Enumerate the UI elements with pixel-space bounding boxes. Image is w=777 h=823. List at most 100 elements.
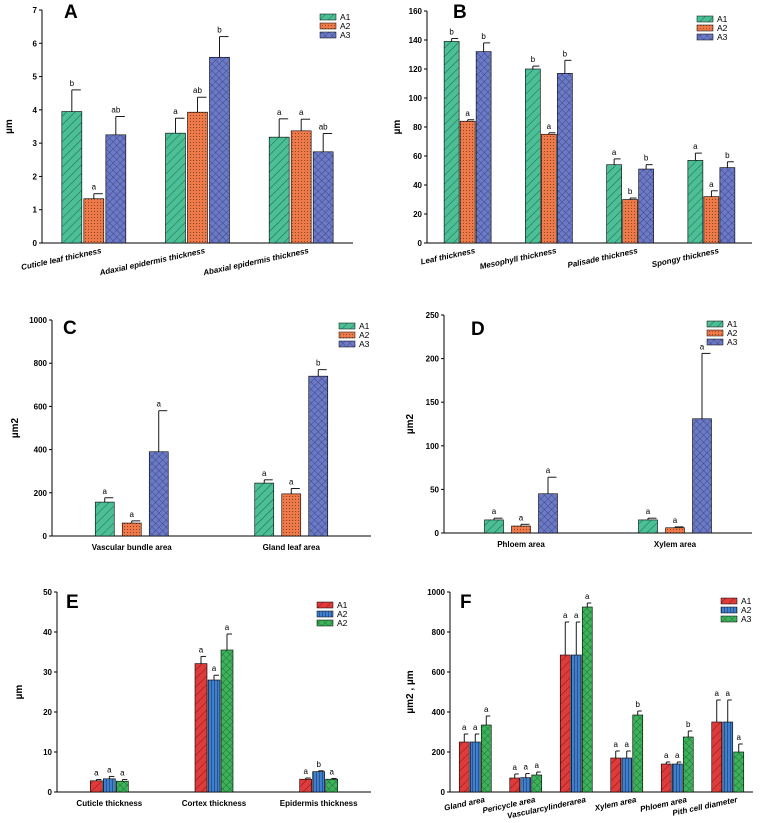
- y-tick-label: 60: [413, 152, 422, 161]
- legend-swatch-pattern: [697, 25, 713, 31]
- significance-label: a: [262, 469, 267, 478]
- y-tick-label: 6: [33, 39, 38, 48]
- y-tick-label: 600: [432, 668, 446, 677]
- legend-label: A3: [717, 32, 728, 42]
- significance-label: a: [465, 109, 470, 118]
- legend-swatch-pattern: [320, 23, 336, 29]
- significance-label: a: [473, 723, 478, 732]
- y-tick-label: 50: [43, 588, 52, 597]
- significance-label: a: [693, 142, 698, 151]
- panel-label: E: [66, 592, 79, 613]
- bar-pattern: [208, 680, 220, 792]
- legend-label: A1: [359, 321, 370, 331]
- significance-label: a: [726, 689, 731, 698]
- legend-label: A1: [741, 596, 752, 606]
- significance-label: a: [289, 477, 294, 486]
- legend-label: A2: [337, 609, 348, 619]
- significance-label: b: [563, 49, 568, 58]
- x-category-label: Cuticle leaf thickness: [20, 246, 102, 272]
- bar-pattern: [221, 650, 233, 792]
- significance-label: a: [92, 183, 97, 192]
- y-tick-label: 20: [413, 210, 422, 219]
- x-category-label: Palisade thickness: [567, 246, 639, 270]
- bar-pattern: [582, 607, 593, 792]
- y-tick-label: 200: [34, 489, 48, 498]
- y-tick-label: 200: [426, 355, 440, 364]
- y-tick-label: 250: [426, 311, 440, 320]
- y-tick-label: 140: [409, 36, 423, 45]
- significance-label: a: [173, 107, 178, 116]
- y-tick-label: 200: [432, 748, 446, 757]
- bar-pattern: [476, 51, 492, 243]
- y-tick-label: 0: [435, 529, 440, 538]
- legend-label: A2: [741, 605, 752, 615]
- bar-pattern: [312, 771, 325, 792]
- x-category-label: Gland area: [443, 795, 486, 813]
- legend-swatch-pattern: [339, 341, 355, 347]
- bar-pattern: [299, 779, 312, 792]
- legend-label: A3: [359, 339, 370, 349]
- y-tick-label: 150: [426, 398, 440, 407]
- panel-d: 0 50 100 150 200 250 µm2 Da a a Phloem area a a a Xyle…: [405, 311, 752, 549]
- bar-pattern: [571, 655, 582, 792]
- x-category-label: Xylem area: [593, 795, 638, 813]
- legend-swatch-pattern: [721, 616, 737, 622]
- y-tick-label: 0: [418, 239, 423, 248]
- x-category-label: Mesophyll thickness: [479, 246, 558, 271]
- bar-pattern: [703, 196, 719, 243]
- bar-pattern: [665, 527, 685, 533]
- bar-pattern: [149, 451, 169, 536]
- y-tick-label: 3: [33, 139, 38, 148]
- y-tick-label: 7: [33, 6, 38, 15]
- significance-label: a: [547, 122, 552, 131]
- y-tick-label: 40: [413, 181, 422, 190]
- bar-pattern: [281, 493, 301, 536]
- bar-pattern: [195, 663, 207, 792]
- bar-pattern: [209, 57, 230, 243]
- significance-label: b: [481, 32, 486, 41]
- bar-pattern: [525, 69, 541, 243]
- bar-pattern: [269, 137, 290, 243]
- y-axis-label: µm2: [405, 413, 416, 434]
- significance-label: a: [737, 733, 742, 742]
- legend-swatch-pattern: [697, 16, 713, 22]
- legend-label: A1: [727, 319, 738, 329]
- significance-label: b: [725, 151, 730, 160]
- bar-pattern: [103, 778, 116, 792]
- significance-label: a: [212, 664, 217, 673]
- significance-label: a: [513, 763, 518, 772]
- bar-pattern: [105, 134, 126, 243]
- legend-swatch-pattern: [339, 332, 355, 338]
- y-tick-label: 30: [43, 668, 52, 677]
- bar-pattern: [459, 742, 470, 792]
- panel-c: 0 200 400 600 800 1000 µm2 Ca a a Vascular bundle …: [10, 316, 371, 552]
- significance-label: a: [107, 765, 112, 774]
- y-axis-label: µm2 , µm: [405, 670, 416, 713]
- legend-swatch-pattern: [707, 330, 723, 336]
- bar-pattern: [122, 523, 142, 536]
- y-tick-label: 100: [409, 94, 423, 103]
- bar-pattern: [313, 151, 334, 243]
- significance-label: a: [614, 740, 619, 749]
- significance-label: a: [585, 592, 590, 601]
- bar-pattern: [610, 758, 621, 792]
- significance-label: a: [277, 108, 282, 117]
- bar-pattern: [481, 725, 492, 792]
- y-tick-label: 10: [43, 748, 52, 757]
- bar-pattern: [687, 160, 703, 243]
- y-tick-label: 50: [430, 485, 439, 494]
- legend-label: A2: [727, 328, 738, 338]
- significance-label: b: [70, 79, 75, 88]
- y-tick-label: 5: [33, 73, 38, 82]
- significance-label: b: [644, 154, 649, 163]
- y-tick-label: 800: [34, 359, 48, 368]
- bar-pattern: [531, 775, 542, 792]
- bar-pattern: [632, 715, 643, 792]
- legend-swatch-pattern: [339, 323, 355, 329]
- legend-swatch-pattern: [317, 602, 333, 608]
- bar-pattern: [509, 778, 520, 792]
- significance-label: a: [524, 763, 529, 772]
- significance-label: a: [225, 623, 230, 632]
- y-axis-label: µm: [392, 120, 403, 135]
- significance-label: a: [199, 645, 204, 654]
